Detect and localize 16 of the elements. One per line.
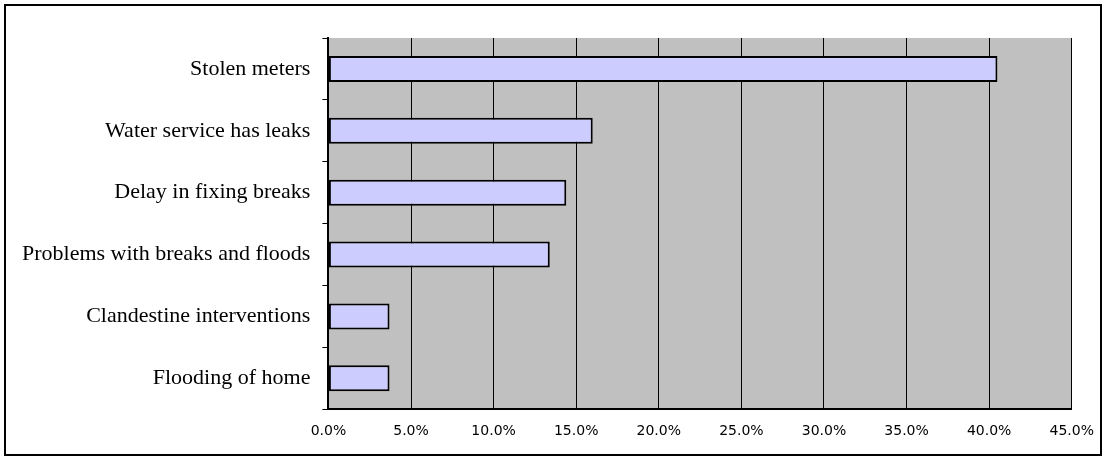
y-tick-label: Flooding of home	[152, 364, 311, 390]
x-tick-label: 0.0%	[310, 422, 347, 439]
x-tick-label: 45.0%	[1049, 422, 1094, 439]
y-tick-label: Problems with breaks and floods	[22, 240, 311, 266]
x-tick-label: 30.0%	[801, 422, 847, 439]
x-tick-label: 25.0%	[719, 422, 764, 439]
y-tick-label: Clandestine interventions	[86, 302, 311, 328]
y-tick-label: Water service has leaks	[105, 116, 311, 142]
x-tick-label: 15.0%	[553, 422, 599, 439]
x-tick-label: 20.0%	[636, 422, 682, 439]
x-tick-label: 35.0%	[884, 422, 929, 439]
x-tick-label: 5.0%	[393, 422, 429, 439]
x-tick-label: 10.0%	[471, 422, 516, 439]
x-tick-label: 40.0%	[966, 422, 1012, 439]
y-tick-label: Stolen meters	[190, 54, 311, 80]
y-tick-label: Delay in fixing breaks	[114, 178, 311, 204]
